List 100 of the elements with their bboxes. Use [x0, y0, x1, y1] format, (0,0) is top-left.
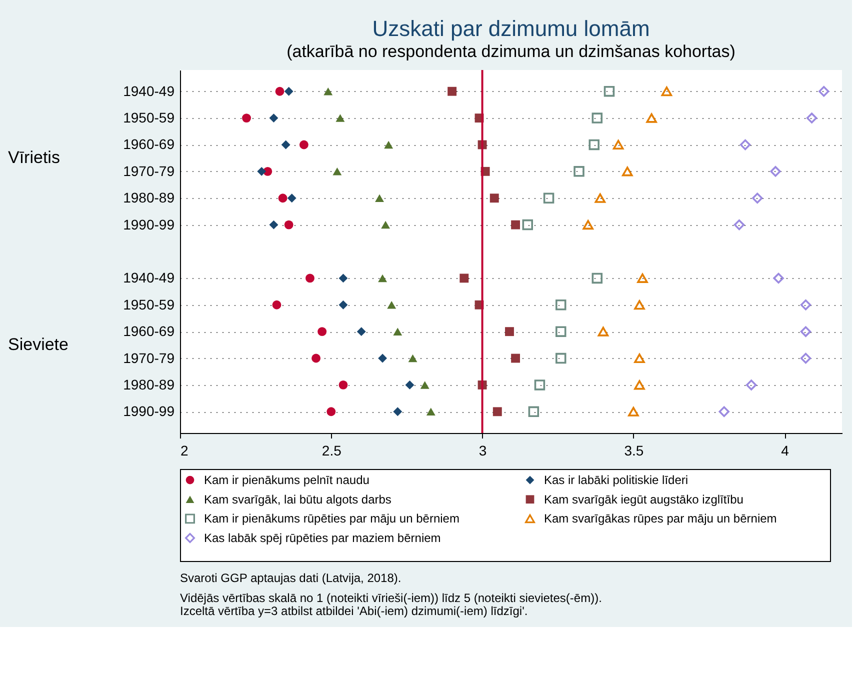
text: Vīrietis: [8, 148, 60, 168]
legend-label: Kam ir pienākums pelnīt naudu: [204, 473, 370, 488]
point: [773, 272, 784, 284]
x-tick-label: 3.5: [624, 442, 644, 458]
point: [634, 353, 645, 364]
point: [460, 274, 469, 283]
text: Vidējās vērtības skalā no 1 (noteikti vīrieši(-iem)) līdz 5 (noteikti sievietes(-ēm)).: [180, 591, 602, 605]
point: [284, 220, 294, 230]
point: [448, 86, 457, 96]
point: [332, 168, 342, 176]
y-tick-label: 1950-59: [123, 296, 175, 312]
legend-label: Kam svarīgāk iegūt augstāko izglītību: [544, 492, 744, 506]
point: [299, 140, 308, 150]
point: [312, 354, 320, 363]
y-tick-label: 1940-49: [123, 82, 175, 99]
point: [646, 113, 657, 123]
point: [800, 300, 812, 310]
point: [746, 380, 757, 390]
point: [408, 354, 418, 362]
point: [269, 220, 278, 230]
point: [338, 380, 348, 390]
legend-label: Kas ir labāki politiskie līderi: [544, 473, 688, 488]
point: [426, 408, 436, 416]
point: [604, 86, 615, 97]
y-tick-label: 1980-89: [123, 376, 175, 392]
point: [522, 219, 533, 230]
point: [405, 380, 414, 390]
point: [806, 112, 818, 124]
point: [492, 407, 502, 416]
point: [356, 327, 366, 336]
point: [634, 380, 645, 390]
point: [528, 406, 540, 418]
point: [278, 194, 288, 203]
point: [634, 300, 645, 310]
point: [326, 407, 336, 416]
point: [287, 194, 296, 203]
point: [505, 327, 514, 336]
point: [393, 328, 402, 336]
point: [534, 380, 546, 390]
x-tick-label: 4: [781, 442, 790, 458]
point: [381, 220, 390, 229]
y-tick-label: 1940-49: [123, 270, 175, 286]
chart-subtitle: (atkarībā no respondenta dzimuma un dzimšanas kohortas): [286, 42, 736, 61]
point: [740, 139, 751, 150]
y-tick-label: 1960-69: [123, 323, 175, 340]
point: [511, 220, 520, 230]
y-tick-label: 1990-99: [123, 216, 175, 232]
point: [752, 192, 763, 204]
point: [574, 166, 584, 177]
point: [770, 166, 781, 177]
point: [324, 87, 333, 96]
point: [384, 140, 394, 149]
point: [420, 381, 430, 389]
point: [661, 86, 672, 96]
point: [272, 300, 282, 310]
x-tick-label: 2: [180, 442, 188, 458]
point: [818, 86, 830, 97]
point: [511, 354, 520, 363]
point: [336, 114, 345, 122]
legend-label: Kam svarīgāk, lai būtu algots darbs: [204, 492, 392, 506]
point: [556, 300, 566, 310]
y-tick-label: 1990-99: [123, 403, 175, 420]
point: [734, 219, 745, 230]
point: [582, 220, 594, 230]
chart-title: Uzskati par dzimumu lomām: [372, 16, 650, 41]
point: [387, 301, 396, 309]
point: [269, 114, 278, 123]
point: [718, 406, 730, 418]
point: [556, 326, 566, 337]
y-tick-label: 1950-59: [123, 110, 175, 126]
point: [393, 407, 402, 416]
point: [378, 274, 387, 282]
point: [800, 352, 812, 364]
y-tick-label: 1970-79: [123, 162, 175, 179]
point: [281, 140, 290, 150]
point: [637, 273, 648, 283]
point: [338, 300, 348, 310]
text: Svaroti GGP aptaujas dati (Latvija, 2018).: [180, 571, 402, 585]
point: [242, 114, 251, 123]
x-tick-label: 3: [478, 442, 487, 458]
point: [318, 327, 327, 336]
point: [284, 86, 294, 96]
point: [378, 354, 387, 363]
point: [543, 192, 554, 204]
text: Sieviete: [8, 334, 68, 354]
point: [556, 352, 566, 364]
point: [375, 194, 384, 202]
point: [338, 274, 348, 283]
y-tick-label: 1970-79: [123, 350, 175, 366]
legend-label: Kam ir pienākums rūpēties par māju un bērniem: [204, 512, 460, 526]
point: [598, 326, 609, 336]
point: [306, 274, 314, 283]
point: [612, 140, 624, 150]
point: [257, 166, 266, 176]
y-tick-label: 1960-69: [123, 136, 175, 152]
point: [275, 86, 284, 96]
y-tick-label: 1980-89: [123, 190, 175, 206]
point: [628, 406, 639, 416]
point: [592, 272, 603, 284]
point: [800, 326, 812, 337]
